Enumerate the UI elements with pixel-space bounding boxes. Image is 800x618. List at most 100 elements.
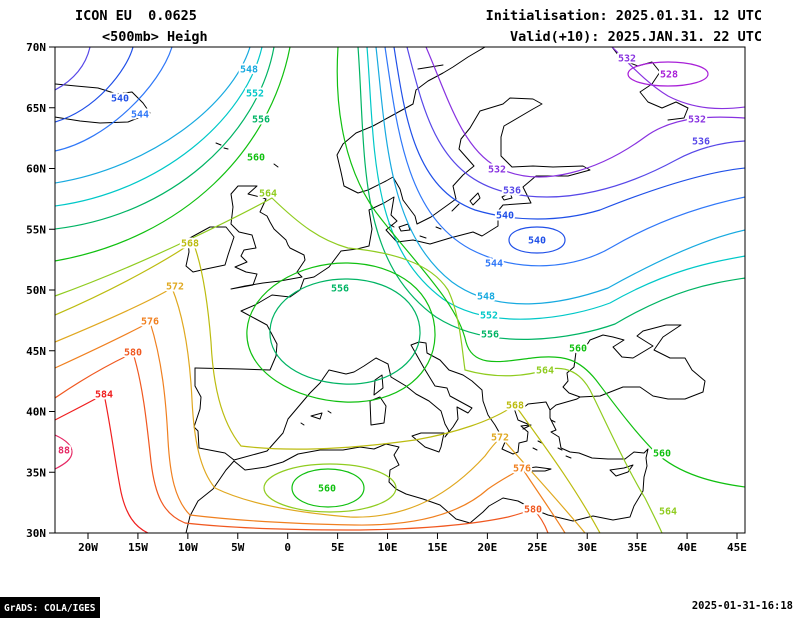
coastline — [215, 142, 279, 168]
coastline — [193, 324, 706, 461]
contour-552 — [366, 47, 745, 320]
render-timestamp: 2025-01-31-16:18 — [692, 600, 793, 612]
contour-label: 560 — [247, 153, 265, 164]
coastline — [369, 396, 387, 426]
contour-label: 556 — [331, 284, 349, 295]
contour-label: 532 — [618, 54, 636, 65]
init-time: Initialisation: 2025.01.31. 12 UTC — [486, 8, 762, 24]
contour-label: 548 — [240, 65, 258, 76]
contour-label: 564 — [259, 189, 277, 200]
chart-header: ICON EU 0.0625 <500mb> Heigh Initialisat… — [75, 8, 762, 45]
coastline — [451, 192, 481, 212]
contour-label: 564 — [536, 366, 554, 377]
axes-layer: 70N 65N 60N 55N 50N 45N 40N 35N 30N 20W 15W 10W 5W 0 5… — [26, 41, 747, 554]
field-title: <500mb> Heigh — [102, 29, 208, 45]
coastline — [300, 410, 332, 426]
contour-568 — [55, 241, 601, 533]
lat-label: 60N — [26, 163, 46, 176]
coastline — [185, 226, 235, 273]
contour-564 — [55, 197, 663, 533]
coastline — [522, 419, 572, 459]
contour-560 — [336, 47, 745, 488]
contour-label: 580 — [124, 348, 142, 359]
contour-label: 528 — [660, 70, 678, 81]
valid-time: Valid(+10): 2025.JAN.31. 22 UTC — [510, 29, 762, 45]
contour-540 — [393, 47, 745, 220]
coastline — [609, 464, 634, 477]
contour-label: 532 — [688, 115, 706, 126]
contour-label: 580 — [524, 505, 542, 516]
contour-label: 88 — [58, 446, 70, 457]
contour-label: 576 — [513, 464, 531, 475]
lon-label: 0 — [284, 541, 291, 554]
contour-label: 540 — [496, 211, 514, 222]
contour-536 — [406, 47, 745, 198]
contour-560 — [55, 47, 291, 262]
contour-label: 544 — [485, 259, 503, 270]
contours-layer — [55, 47, 745, 533]
contour-label: 576 — [141, 317, 159, 328]
contour-584 — [55, 393, 149, 533]
lon-label: 10E — [378, 541, 398, 554]
contour-label: 568 — [506, 401, 524, 412]
lon-label: 20E — [477, 541, 497, 554]
contour-label: 536 — [692, 137, 710, 148]
lat-label: 30N — [26, 527, 46, 540]
coastline — [185, 409, 649, 533]
lon-label: 10W — [178, 541, 198, 554]
contour-556 — [269, 278, 421, 385]
coastline — [411, 432, 445, 453]
contour-540 — [508, 226, 566, 254]
lon-label: 20W — [78, 541, 98, 554]
contour-label: 564 — [659, 507, 677, 518]
contour-label: 572 — [491, 433, 509, 444]
lat-label: 45N — [26, 345, 46, 358]
coastline — [230, 185, 306, 290]
coastline — [194, 47, 591, 371]
contour-label: 548 — [477, 292, 495, 303]
grads-stamp-bg — [0, 597, 100, 618]
contour-544 — [55, 47, 173, 152]
contour-label: 532 — [488, 165, 506, 176]
contour-label: 584 — [95, 390, 113, 401]
contour-564 — [263, 463, 397, 513]
contour-548 — [375, 47, 745, 305]
contour-label: 556 — [252, 115, 270, 126]
contour-552 — [55, 47, 263, 207]
contour-560 — [291, 468, 365, 508]
contour-536 — [55, 47, 91, 91]
contour-label: 560 — [653, 449, 671, 460]
lon-label: 15W — [128, 541, 148, 554]
map-frame — [54, 46, 746, 534]
lat-label: 40N — [26, 406, 46, 419]
lon-label: 40E — [677, 541, 697, 554]
lon-label: 45E — [727, 541, 747, 554]
contour-540 — [55, 47, 134, 123]
contour-label: 560 — [569, 344, 587, 355]
contour-label: 540 — [111, 94, 129, 105]
lat-label: 50N — [26, 284, 46, 297]
contour-572 — [55, 287, 586, 533]
contour-528 — [627, 61, 709, 87]
lon-label: 35E — [627, 541, 647, 554]
contour-labels-layer: 5285325325325365365405405405445445485485… — [56, 52, 712, 520]
contour-576 — [55, 321, 566, 533]
contour-label: 544 — [131, 110, 149, 121]
lat-label: 35N — [26, 466, 46, 479]
coastline — [419, 192, 513, 239]
lon-label: 5W — [231, 541, 245, 554]
lat-label: 65N — [26, 102, 46, 115]
contour-label: 536 — [503, 186, 521, 197]
contour-label: 572 — [166, 282, 184, 293]
lon-label: 15E — [428, 541, 448, 554]
contour-532 — [425, 47, 745, 178]
grads-stamp: GrADS: COLA/IGES — [4, 603, 96, 614]
contour-label: 556 — [481, 330, 499, 341]
lat-label: 55N — [26, 223, 46, 236]
lon-label: 30E — [577, 541, 597, 554]
contour-label: 568 — [181, 239, 199, 250]
contour-label: 560 — [318, 484, 336, 495]
coastline — [417, 64, 444, 70]
